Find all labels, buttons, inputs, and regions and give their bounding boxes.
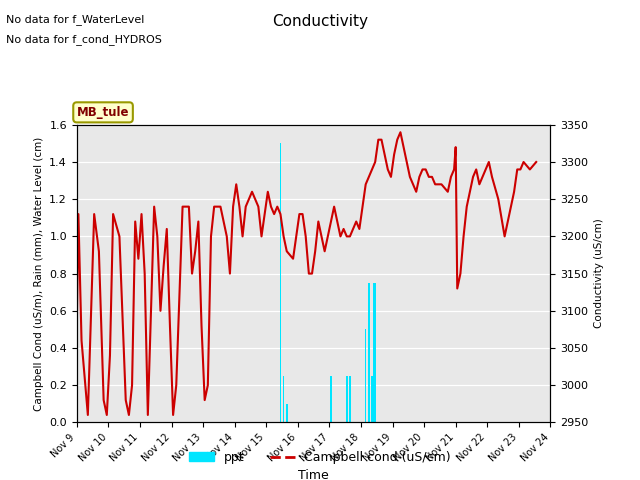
Bar — [286, 404, 287, 422]
Text: No data for f_cond_HYDROS: No data for f_cond_HYDROS — [6, 34, 163, 45]
Y-axis label: Conductivity (uS/cm): Conductivity (uS/cm) — [594, 219, 604, 328]
Y-axis label: Campbell Cond (uS/m), Rain (mm), Water Level (cm): Campbell Cond (uS/m), Rain (mm), Water L… — [34, 136, 44, 411]
Bar — [371, 376, 373, 422]
Legend: ppt, Campbell cond (uS/cm): ppt, Campbell cond (uS/cm) — [184, 446, 456, 469]
Bar — [283, 376, 284, 422]
Bar — [365, 329, 367, 422]
Text: Conductivity: Conductivity — [272, 14, 368, 29]
Bar — [374, 283, 376, 422]
X-axis label: Time: Time — [298, 469, 329, 480]
Bar — [280, 144, 281, 422]
Bar — [330, 376, 332, 422]
Bar — [346, 376, 348, 422]
Bar — [349, 376, 351, 422]
Bar — [372, 283, 374, 422]
Bar — [368, 283, 370, 422]
Text: No data for f_WaterLevel: No data for f_WaterLevel — [6, 14, 145, 25]
Text: MB_tule: MB_tule — [77, 106, 129, 119]
